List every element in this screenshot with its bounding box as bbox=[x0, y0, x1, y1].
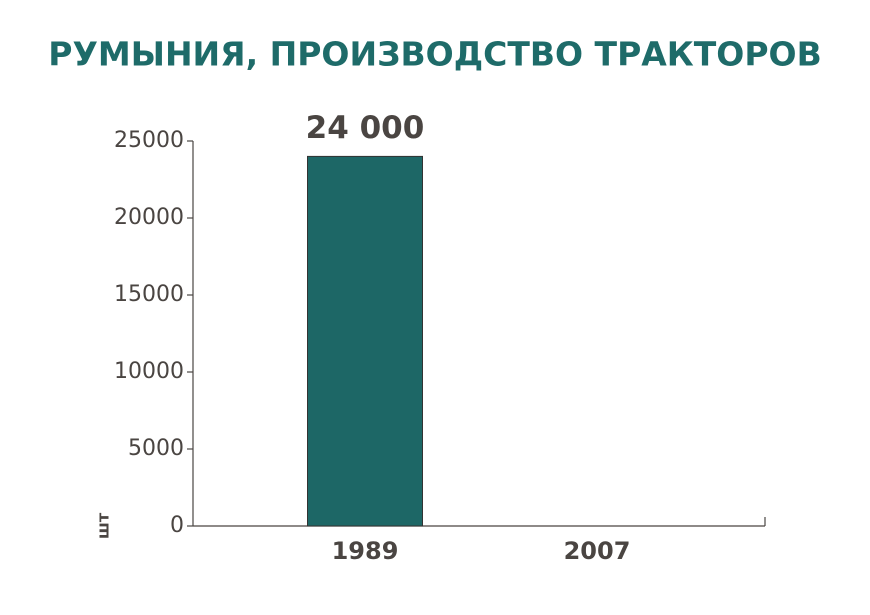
y-tick-label: 25000 bbox=[114, 128, 184, 153]
x-tick-label: 2007 bbox=[564, 537, 631, 565]
y-axis-label: шт bbox=[94, 512, 113, 539]
y-tick-label: 5000 bbox=[128, 436, 184, 461]
value-label: 24 000 bbox=[306, 110, 425, 146]
y-tick-label: 10000 bbox=[114, 359, 184, 384]
chart-title: РУМЫНИЯ, ПРОИЗВОДСТВО ТРАКТОРОВ bbox=[48, 35, 821, 74]
y-tick-label: 15000 bbox=[114, 282, 184, 307]
y-tick-label: 0 bbox=[170, 513, 184, 538]
x-tick-label: 1989 bbox=[332, 537, 399, 565]
y-tick-label: 20000 bbox=[114, 205, 184, 230]
bar bbox=[307, 155, 423, 527]
